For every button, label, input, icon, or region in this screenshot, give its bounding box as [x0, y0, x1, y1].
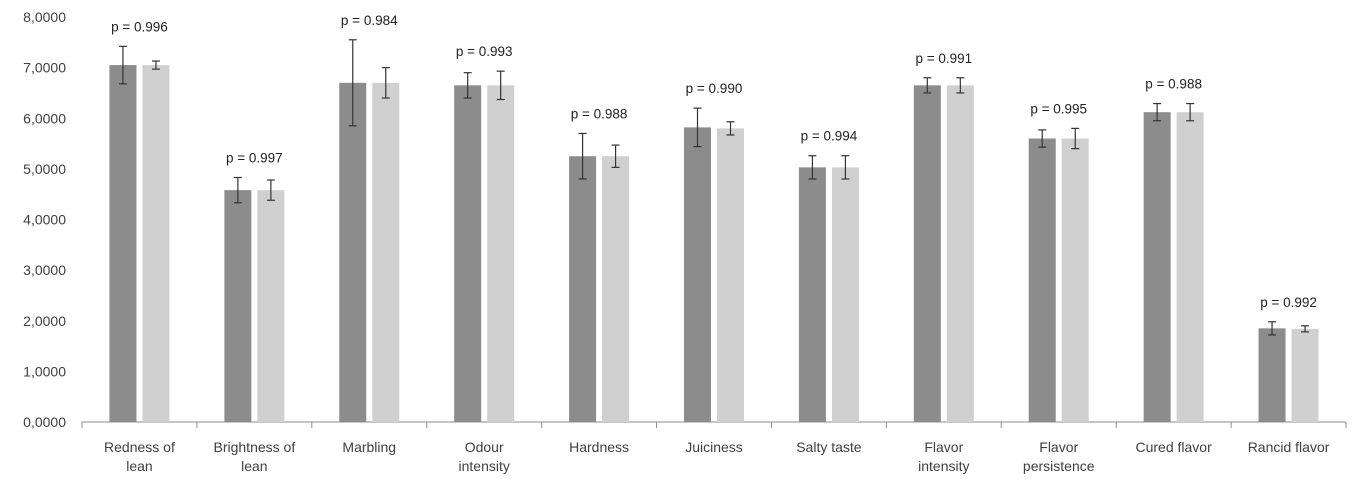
category-label: Flavor intensity	[918, 439, 969, 474]
y-tick-label: 8,0000	[23, 9, 66, 25]
bar	[109, 65, 137, 422]
error-bar	[151, 60, 160, 70]
error-bar	[1186, 102, 1195, 122]
bar	[1258, 328, 1286, 422]
category-label: Flavor persistence	[1023, 439, 1095, 474]
error-bars	[118, 39, 1310, 336]
bar	[142, 65, 170, 422]
error-bar	[693, 107, 702, 148]
error-bar	[463, 72, 472, 99]
bars	[109, 65, 1319, 423]
error-bar	[1038, 129, 1047, 148]
bar	[224, 190, 252, 422]
bar	[684, 127, 711, 423]
error-bar	[611, 144, 620, 168]
error-bar	[808, 155, 817, 180]
bar	[1291, 328, 1319, 422]
error-bar	[1301, 325, 1310, 333]
error-bar	[496, 70, 505, 101]
category-label: Marbling	[342, 439, 396, 455]
p-value-label: p = 0.988	[1145, 77, 1202, 92]
bar	[831, 167, 859, 422]
category-label: Cured flavor	[1136, 439, 1213, 455]
category-label: Hardness	[569, 439, 629, 455]
p-value-label: p = 0.988	[571, 106, 628, 121]
category-label: Juiciness	[685, 439, 743, 455]
p-value-label: p = 0.995	[1030, 101, 1087, 116]
error-bar	[348, 39, 357, 127]
y-tick-label: 1,0000	[23, 363, 66, 379]
error-bar	[266, 179, 275, 201]
error-bar	[1268, 321, 1277, 336]
bar	[487, 85, 515, 422]
bar	[602, 156, 630, 422]
category-label: Rancid flavor	[1248, 439, 1330, 455]
p-value-label: p = 0.984	[341, 13, 398, 28]
error-bar	[923, 77, 932, 94]
error-bar	[578, 132, 587, 180]
p-value-label: p = 0.991	[915, 51, 972, 66]
bar	[946, 85, 974, 422]
y-tick-label: 7,0000	[23, 60, 66, 76]
y-tick-label: 2,0000	[23, 313, 66, 329]
p-value-label: p = 0.992	[1260, 295, 1317, 310]
category-label: Salty taste	[796, 439, 862, 455]
error-bar	[118, 45, 127, 85]
error-bar	[841, 155, 850, 180]
error-bar	[726, 121, 735, 136]
bar	[717, 128, 744, 422]
p-value-labels: p = 0.996 p = 0.997 p = 0.984 p = 0.993 p = …	[111, 13, 1317, 310]
y-tick-label: 5,0000	[23, 161, 66, 177]
category-label: Redness of lean	[104, 439, 175, 474]
y-axis: 0,0000 1,0000 2,0000 3,0000 4,0000 5,0000 6,00…	[23, 9, 66, 430]
bar	[1143, 112, 1171, 423]
y-tick-label: 6,0000	[23, 110, 66, 126]
p-value-label: p = 0.996	[111, 19, 168, 34]
p-value-label: p = 0.997	[226, 150, 283, 165]
bar	[1061, 138, 1089, 422]
error-bar	[233, 176, 242, 204]
bar	[1176, 112, 1204, 423]
error-bar	[1153, 102, 1162, 122]
error-bar	[1071, 127, 1080, 150]
p-value-label: p = 0.990	[686, 81, 743, 96]
bar	[798, 167, 826, 422]
bar	[339, 82, 367, 422]
bar	[913, 85, 941, 422]
y-tick-label: 4,0000	[23, 212, 66, 228]
p-value-label: p = 0.993	[456, 44, 513, 59]
bar	[454, 85, 482, 422]
y-tick-label: 3,0000	[23, 262, 66, 278]
bar	[569, 156, 597, 422]
x-axis: Redness of lean Brightness of lean Marbling O…	[81, 421, 1347, 474]
error-bar	[956, 77, 965, 94]
error-bar	[381, 67, 390, 99]
category-label: Brightness of lean	[214, 439, 296, 474]
bar	[1028, 138, 1056, 422]
p-value-label: p = 0.994	[801, 129, 858, 144]
category-label: Odour intensity	[459, 439, 510, 474]
y-tick-label: 0,0000	[23, 414, 66, 430]
bar	[257, 190, 285, 422]
bar	[372, 82, 400, 422]
